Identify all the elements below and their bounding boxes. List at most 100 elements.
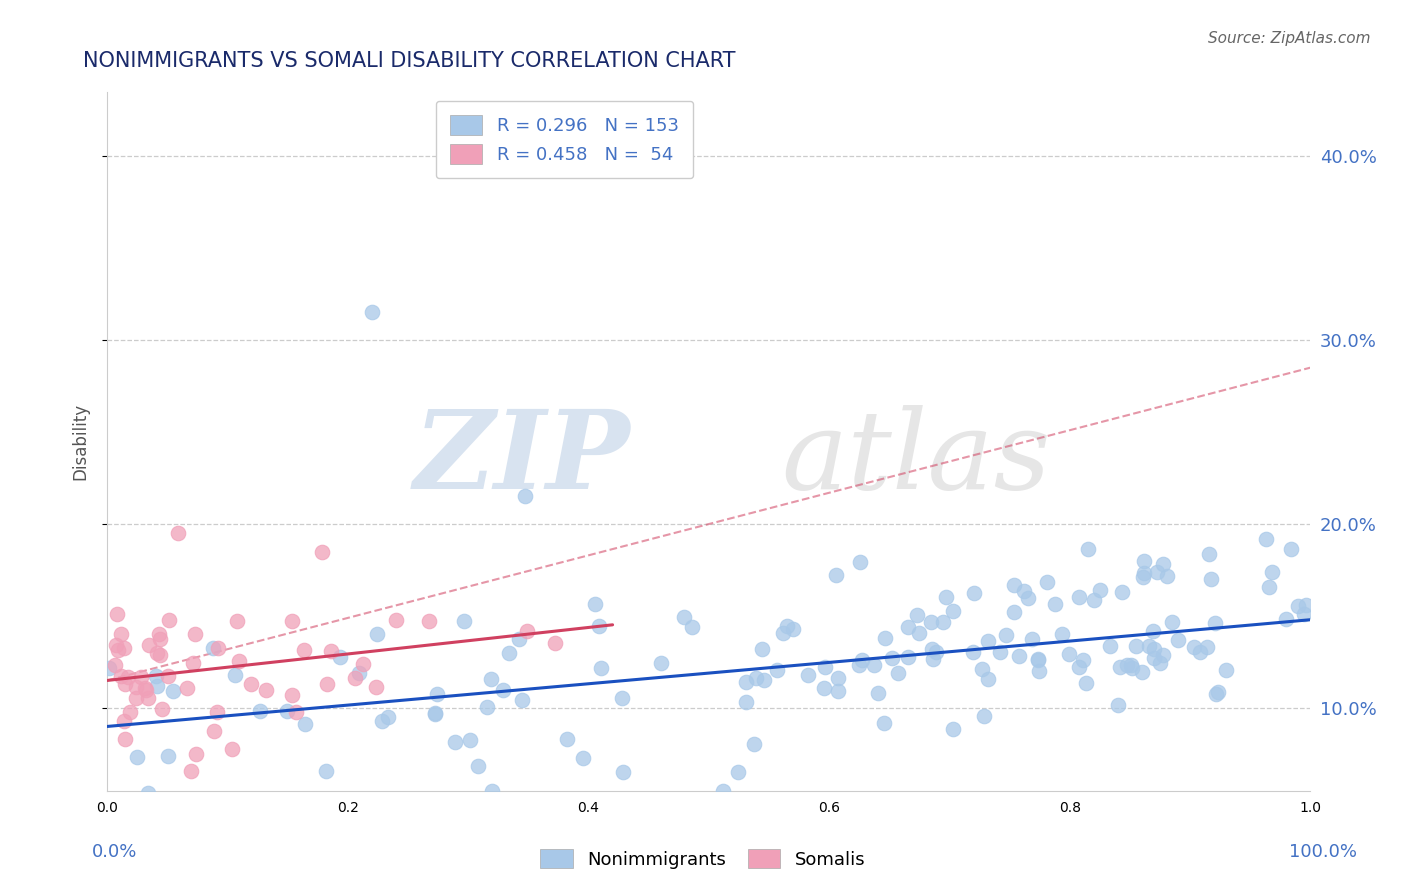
Point [98, 661, 121, 675]
Point [1149, 657, 1171, 671]
Point [849, 555, 872, 569]
Point [498, 646, 520, 660]
Point [1012, 584, 1035, 599]
Point [157, 613, 180, 627]
Point [1028, 664, 1050, 678]
Point [745, 671, 768, 685]
Point [612, 765, 634, 780]
Point [544, 635, 567, 649]
Point [1071, 653, 1094, 667]
Point [887, 666, 910, 681]
Point [744, 737, 766, 751]
Point [1204, 616, 1226, 631]
Point [347, 665, 370, 680]
Point [1143, 642, 1166, 657]
Point [136, 786, 159, 800]
Point [711, 784, 734, 798]
Point [285, 705, 308, 719]
Point [905, 608, 928, 623]
Point [1067, 659, 1090, 673]
Point [125, 680, 148, 694]
Point [157, 748, 180, 763]
Point [184, 747, 207, 761]
Point [932, 615, 955, 630]
Point [776, 619, 799, 633]
Point [201, 641, 224, 656]
Point [149, 648, 172, 663]
Point [1028, 652, 1050, 666]
Point [797, 668, 820, 682]
Legend: R = 0.296   N = 153, R = 0.458   N =  54: R = 0.296 N = 153, R = 0.458 N = 54 [436, 101, 693, 178]
Point [873, 632, 896, 646]
Point [612, 690, 634, 705]
Point [588, 618, 610, 632]
Point [752, 673, 775, 688]
Point [184, 626, 207, 640]
Text: Source: ZipAtlas.com: Source: ZipAtlas.com [1208, 31, 1371, 46]
Point [962, 645, 984, 659]
Point [371, 714, 394, 728]
Point [1295, 599, 1317, 613]
Point [1279, 542, 1302, 557]
Point [418, 614, 440, 628]
Point [1121, 661, 1143, 675]
Point [1274, 611, 1296, 625]
Point [942, 722, 965, 736]
Point [294, 717, 316, 731]
Point [107, 643, 129, 657]
Point [897, 620, 920, 634]
Point [1156, 569, 1178, 583]
Point [225, 615, 247, 629]
Point [329, 649, 352, 664]
Point [361, 305, 384, 319]
Point [813, 681, 835, 695]
Point [851, 653, 873, 667]
Point [110, 669, 132, 683]
Point [492, 682, 515, 697]
Point [1036, 574, 1059, 589]
Point [384, 613, 406, 627]
Point [1198, 547, 1220, 561]
Point [117, 670, 139, 684]
Point [167, 526, 190, 541]
Point [1132, 569, 1154, 583]
Point [734, 675, 756, 690]
Point [157, 669, 180, 683]
Point [105, 638, 128, 652]
Point [467, 759, 489, 773]
Point [292, 643, 315, 657]
Point [193, 852, 215, 866]
Point [1050, 627, 1073, 641]
Point [583, 597, 606, 611]
Point [813, 660, 835, 674]
Point [315, 764, 337, 779]
Point [1021, 632, 1043, 646]
Point [114, 731, 136, 746]
Point [555, 732, 578, 747]
Point [146, 679, 169, 693]
Point [228, 654, 250, 668]
Point [995, 628, 1018, 642]
Point [827, 671, 849, 685]
Y-axis label: Disability: Disability [72, 402, 89, 480]
Point [942, 604, 965, 618]
Point [650, 656, 672, 670]
Point [162, 684, 184, 698]
Point [508, 632, 530, 646]
Point [316, 676, 339, 690]
Point [125, 750, 148, 764]
Point [1057, 647, 1080, 661]
Point [1142, 624, 1164, 638]
Point [513, 490, 536, 504]
Text: 0.0%: 0.0% [91, 843, 136, 861]
Point [180, 764, 202, 778]
Point [423, 706, 446, 720]
Point [1205, 687, 1227, 701]
Text: atlas: atlas [780, 405, 1050, 513]
Point [1189, 645, 1212, 659]
Point [988, 645, 1011, 659]
Point [976, 672, 998, 686]
Point [129, 670, 152, 684]
Point [977, 633, 1000, 648]
Point [240, 677, 263, 691]
